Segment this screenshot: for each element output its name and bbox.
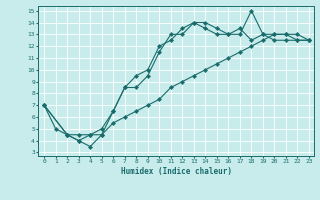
X-axis label: Humidex (Indice chaleur): Humidex (Indice chaleur) [121,167,231,176]
